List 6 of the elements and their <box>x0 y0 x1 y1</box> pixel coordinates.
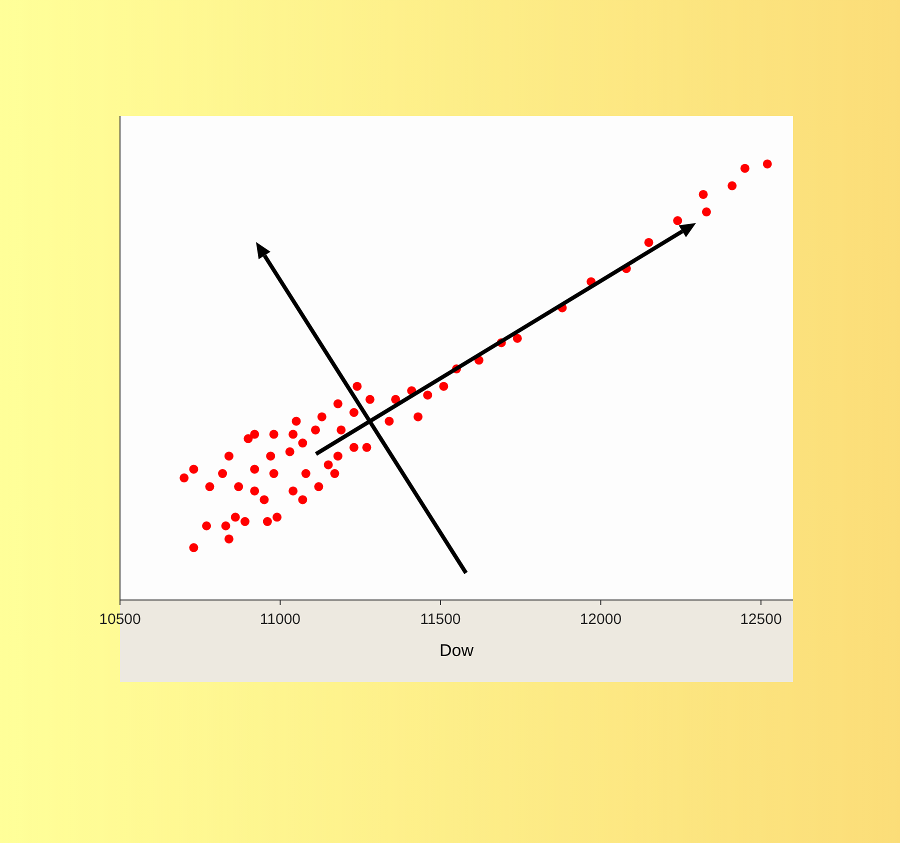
x-tick-label: 10500 <box>99 611 141 628</box>
x-axis-title: Dow <box>439 641 474 660</box>
x-tick-label: 12000 <box>580 611 622 628</box>
x-tick-label: 12500 <box>740 611 782 628</box>
x-tick-label: 11500 <box>420 611 461 628</box>
x-tick-label: 11000 <box>260 611 301 628</box>
